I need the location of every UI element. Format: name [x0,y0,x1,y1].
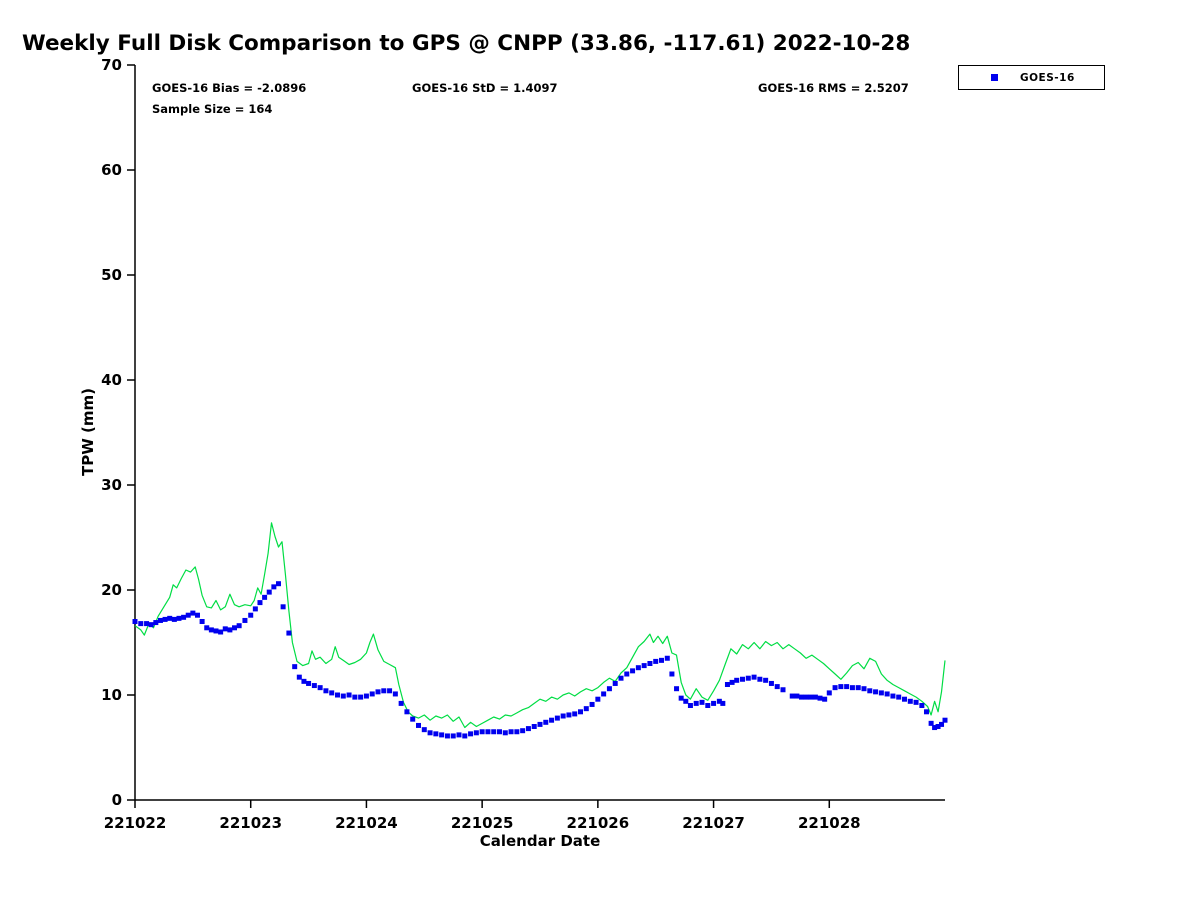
chart-title: Weekly Full Disk Comparison to GPS @ CNP… [22,31,911,56]
x-tick-label: 221022 [104,814,167,832]
stat-std: GOES-16 StD = 1.4097 [412,81,558,95]
goes16-marker-series [132,581,948,739]
legend-square-marker-icon [991,74,998,81]
x-tick-label: 221023 [219,814,282,832]
y-tick-label: 60 [101,161,122,179]
x-tick-label: 221024 [335,814,398,832]
x-tick-label: 221027 [682,814,745,832]
y-tick-label: 40 [101,371,122,389]
x-axis-ticks: 221022 221023 221024 221025 221026 221027 2210… [104,800,861,832]
stat-sample-size: Sample Size = 164 [152,102,273,116]
y-tick-label: 50 [101,266,122,284]
legend: GOES-16 [958,65,1105,90]
x-tick-label: 221026 [567,814,630,832]
x-axis-label: Calendar Date [479,832,601,850]
y-axis-ticks: 0 10 20 30 40 50 60 70 [101,56,135,809]
y-tick-label: 70 [101,56,122,74]
gps-line-series [134,522,946,729]
y-axis-label: TPW (mm) [79,388,97,476]
x-tick-label: 221028 [798,814,861,832]
y-tick-label: 30 [101,476,122,494]
y-tick-label: 0 [112,791,122,809]
stat-bias: GOES-16 Bias = -2.0896 [152,81,307,95]
y-tick-label: 20 [101,581,122,599]
x-tick-label: 221025 [451,814,514,832]
stat-rms: GOES-16 RMS = 2.5207 [758,81,909,95]
y-tick-label: 10 [101,686,122,704]
legend-entry-label: GOES-16 [1020,71,1075,84]
